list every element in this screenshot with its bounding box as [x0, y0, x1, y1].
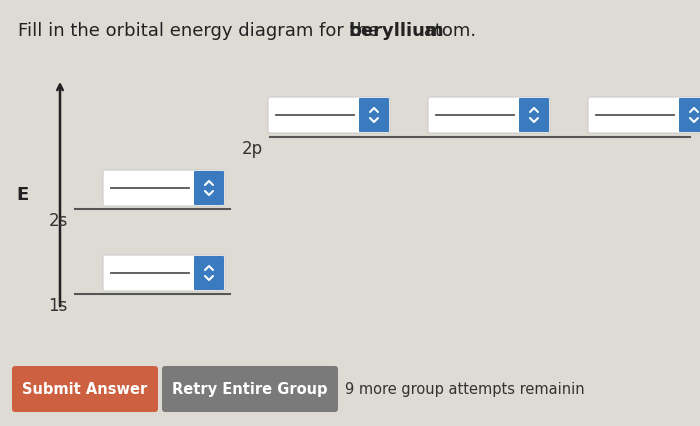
Text: E: E [16, 186, 28, 204]
Text: 9 more group attempts remainin: 9 more group attempts remainin [345, 382, 584, 397]
FancyBboxPatch shape [428, 98, 550, 134]
Text: 1s: 1s [48, 296, 68, 314]
FancyBboxPatch shape [103, 256, 225, 291]
FancyBboxPatch shape [194, 256, 224, 290]
FancyBboxPatch shape [194, 172, 224, 205]
FancyBboxPatch shape [162, 366, 338, 412]
FancyBboxPatch shape [103, 170, 225, 207]
FancyBboxPatch shape [359, 99, 389, 132]
FancyBboxPatch shape [679, 99, 700, 132]
FancyBboxPatch shape [519, 99, 549, 132]
Text: Retry Entire Group: Retry Entire Group [172, 382, 328, 397]
FancyBboxPatch shape [12, 366, 158, 412]
Text: 2p: 2p [242, 140, 263, 158]
Text: Fill in the orbital energy diagram for the: Fill in the orbital energy diagram for t… [18, 22, 385, 40]
Text: Submit Answer: Submit Answer [22, 382, 148, 397]
FancyBboxPatch shape [588, 98, 700, 134]
Text: 2s: 2s [48, 211, 68, 230]
Text: beryllium: beryllium [348, 22, 444, 40]
FancyBboxPatch shape [268, 98, 390, 134]
Text: atom.: atom. [418, 22, 476, 40]
